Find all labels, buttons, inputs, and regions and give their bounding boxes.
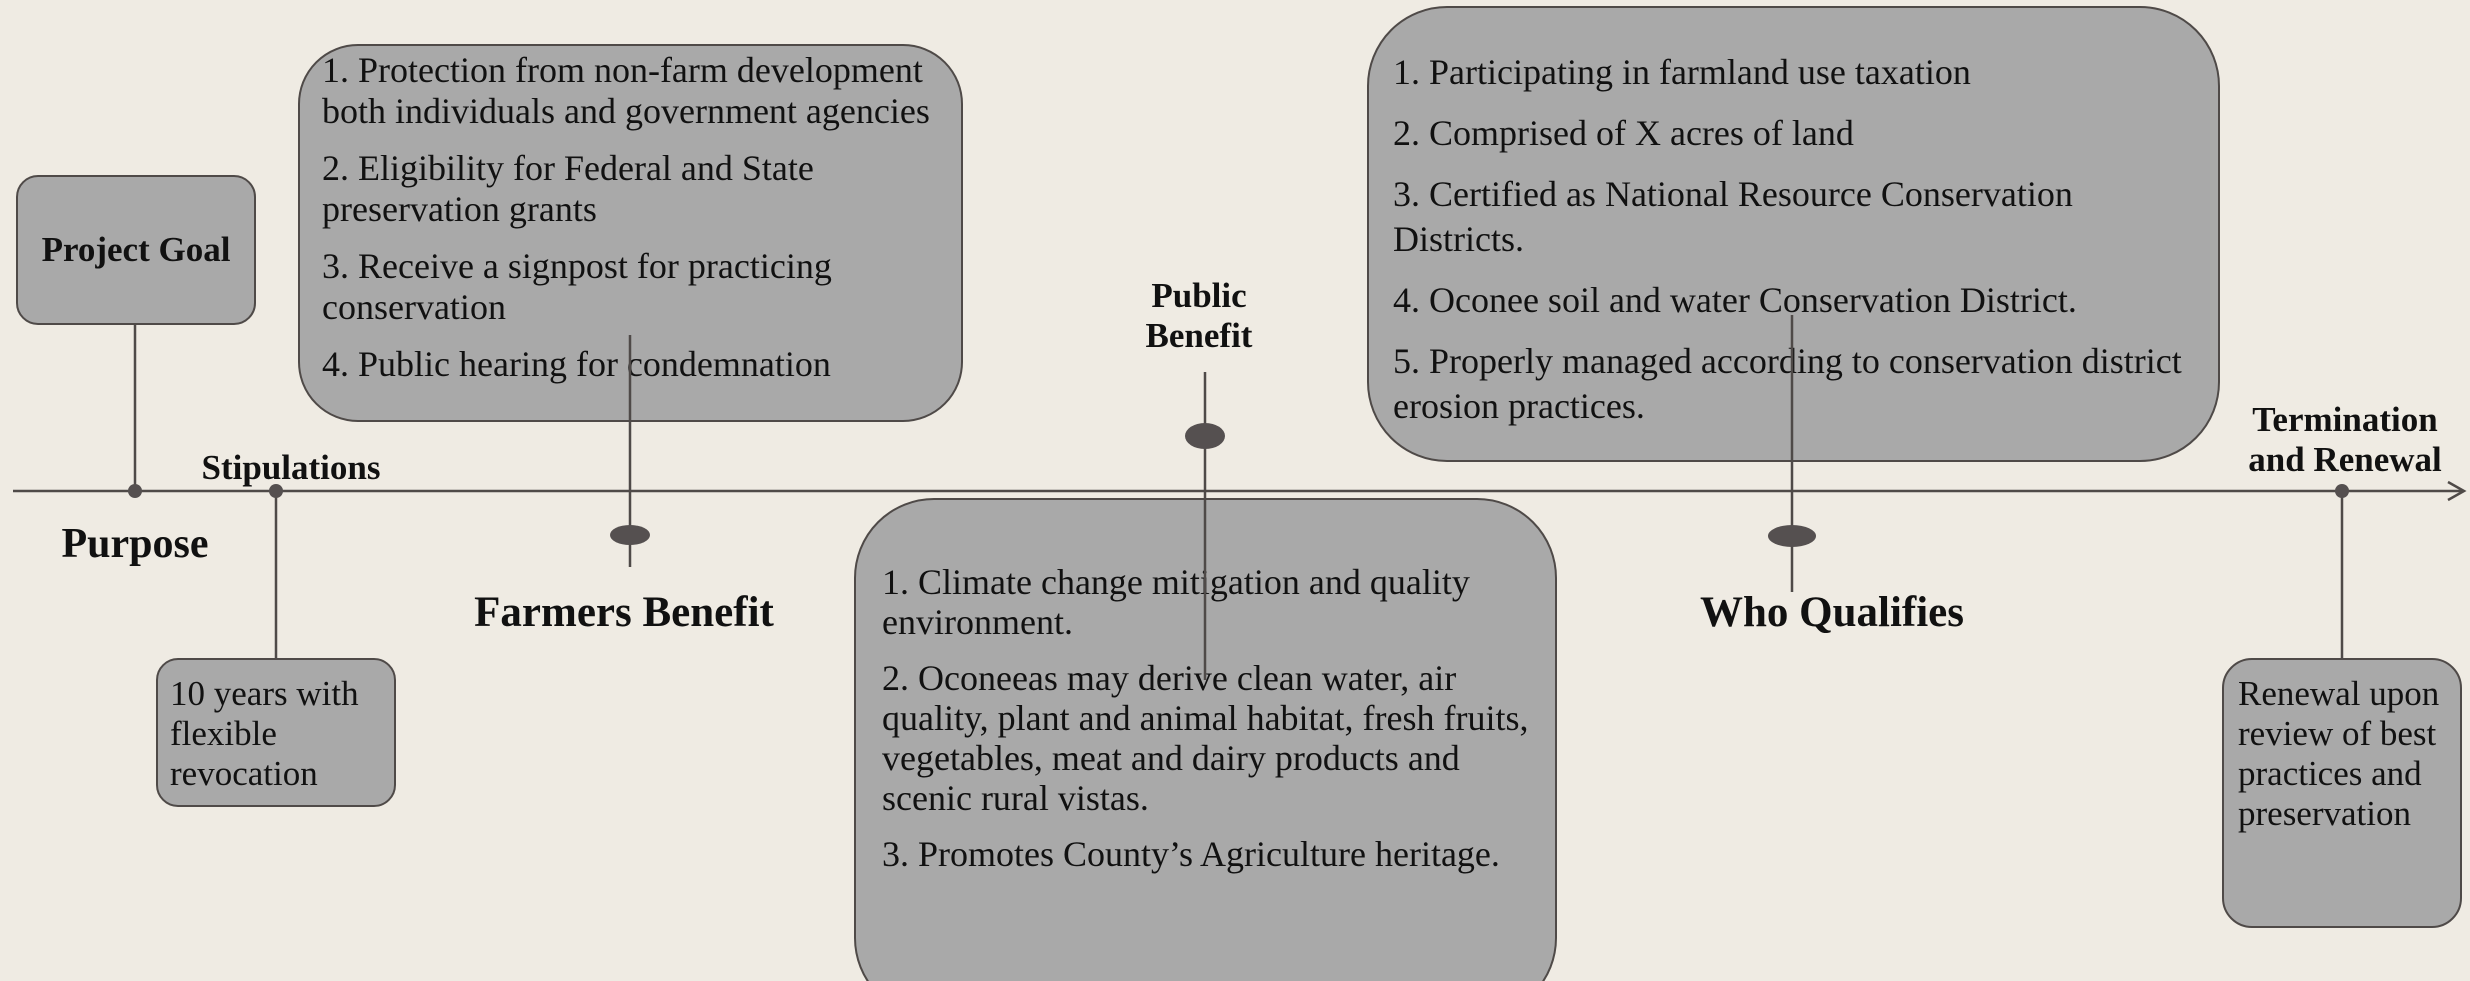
marker-oval [610,525,650,545]
farmers-box: 1. Protection from non-farm development … [298,44,963,422]
farmers-benefit-label: Farmers Benefit [474,589,774,636]
timeline-dot [2335,484,2349,498]
purpose-label: Purpose [61,521,209,567]
list-item: 1. Participating in farmland use taxatio… [1393,52,1971,92]
stipulations-label: Stipulations [201,448,381,487]
stipulations-box: 10 years with flexible revocation [156,658,396,807]
project-goal-label: Project Goal [41,230,231,269]
list-item: 4. Oconee soil and water Conservation Di… [1393,280,2077,320]
list-item: 4. Public hearing for condemnation [322,344,831,384]
list-item: 5. Properly managed according to conserv… [1393,341,2182,426]
public-box: 1. Climate change mitigation and quality… [854,498,1557,981]
marker-oval [1185,423,1225,449]
qualifies-box: 1. Participating in farmland use taxatio… [1367,6,2220,462]
termination-label: Termination and Renewal [2248,400,2442,479]
list-item: 2. Eligibility for Federal and State pre… [322,148,814,229]
list-item: 2. Oconeeas may derive clean water, air … [882,658,1529,818]
who-qualifies-label: Who Qualifies [1699,589,1965,636]
list-item: 3. Promotes County’s Agriculture heritag… [882,834,1500,874]
renewal-text: Renewal upon review of best practices an… [2238,674,2440,833]
list-item: 3. Certified as National Resource Conser… [1393,174,2073,259]
arrow-head [2447,480,2467,502]
marker-oval [1768,525,1816,547]
renewal-box: Renewal upon review of best practices an… [2222,658,2462,928]
list-item: 2. Comprised of X acres of land [1393,113,1854,153]
stipulations-text: 10 years with flexible revocation [170,674,359,793]
list-item: 3. Receive a signpost for practicing con… [322,246,832,327]
timeline-dot [128,484,142,498]
list-item: 1. Climate change mitigation and quality… [882,562,1470,642]
public-benefit-label: Public Benefit [1145,276,1253,355]
list-item: 1. Protection from non-farm development … [322,50,930,131]
project-goal-box: Project Goal [16,175,256,325]
